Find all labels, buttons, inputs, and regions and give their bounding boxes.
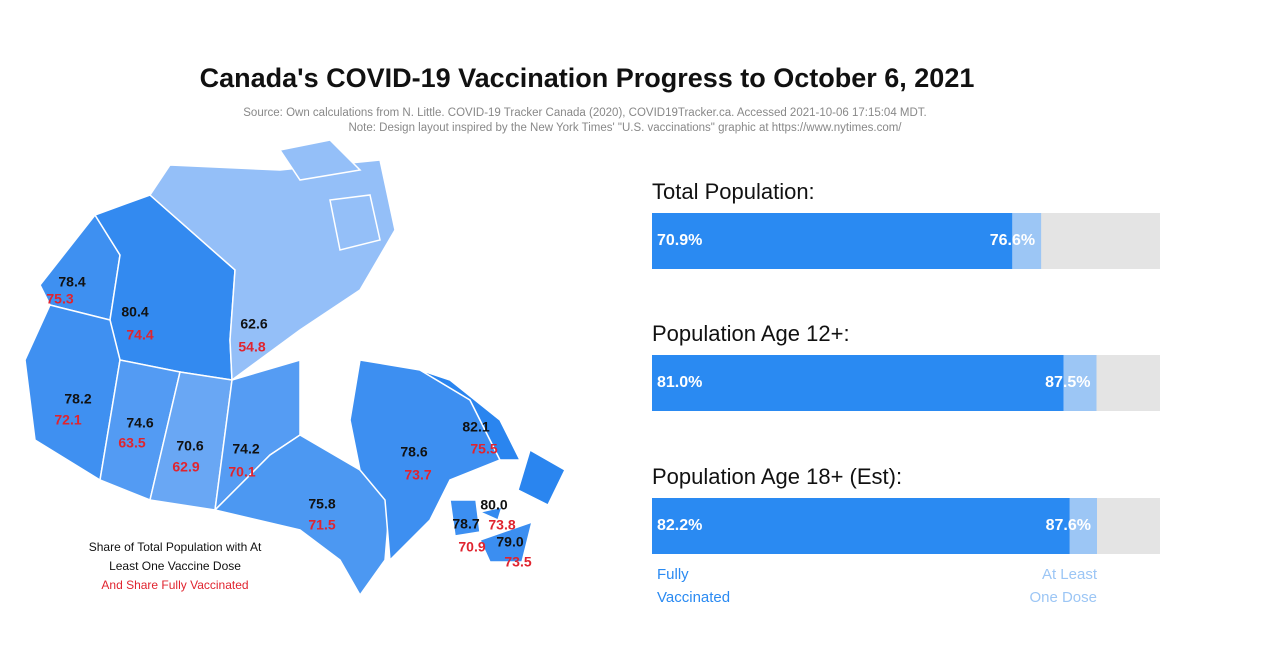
category-label: Population Age 12+: bbox=[652, 321, 850, 346]
one-dose-label: 75.8 bbox=[308, 496, 335, 512]
fully-label: 54.8 bbox=[238, 339, 265, 355]
province bbox=[329, 194, 381, 251]
fully-label: 73.5 bbox=[504, 554, 531, 570]
fully-label: 73.8 bbox=[488, 517, 515, 533]
one-dose-label: 78.4 bbox=[58, 274, 85, 290]
bar bbox=[652, 498, 1070, 554]
fully-label: 72.1 bbox=[54, 412, 81, 428]
one-dose-label: 74.2 bbox=[232, 441, 259, 457]
value-label: 87.6% bbox=[1046, 517, 1091, 534]
one-dose-label: 78.2 bbox=[64, 391, 91, 407]
value-label: 70.9% bbox=[657, 232, 702, 249]
bar bbox=[652, 213, 1013, 269]
province bbox=[478, 520, 534, 563]
value-label: 87.5% bbox=[1045, 374, 1090, 391]
fully-label: 71.5 bbox=[308, 517, 335, 533]
bar bbox=[652, 355, 1064, 411]
province bbox=[477, 505, 504, 522]
fully-label: 75.5 bbox=[470, 441, 497, 457]
bars: Total Population: 70.9% 76.6% Population Ag… bbox=[652, 179, 1160, 554]
one-dose-label: 82.1 bbox=[462, 419, 489, 435]
note: Note: Design layout inspired by the New … bbox=[348, 122, 902, 134]
map-legend-1: Share of Total Population with At Least … bbox=[88, 540, 262, 573]
fully-label: 74.4 bbox=[126, 327, 153, 343]
one-dose-label: 78.7 bbox=[452, 516, 479, 532]
one-dose-label: 74.6 bbox=[126, 415, 153, 431]
fully-label: 70.9 bbox=[458, 539, 485, 555]
one-dose-label: 80.0 bbox=[480, 497, 507, 513]
one-dose-label: 78.6 bbox=[400, 444, 427, 460]
province bbox=[278, 139, 362, 181]
category-label: Total Population: bbox=[652, 179, 815, 204]
province bbox=[449, 499, 481, 537]
map: 78.475.3 80.4 74.4 62.6 54.8 78.2 72.1 74.6 63.5… bbox=[24, 139, 566, 597]
chart-title: Canada's COVID-19 Vaccination Progress t… bbox=[200, 63, 975, 93]
one-dose-label: 62.6 bbox=[240, 316, 267, 332]
category-label: Population Age 18+ (Est): bbox=[652, 464, 902, 489]
source: Source: Own calculations from N. Little.… bbox=[243, 107, 927, 119]
province bbox=[419, 369, 522, 461]
map-legend-2: And Share Fully Vaccinated bbox=[101, 578, 249, 592]
legend-fully: Fully Vaccinated bbox=[657, 566, 731, 606]
value-label: 76.6% bbox=[990, 232, 1035, 249]
one-dose-label: 70.6 bbox=[176, 438, 203, 454]
fully-label: 73.7 bbox=[404, 467, 431, 483]
value-label: 82.2% bbox=[657, 517, 702, 534]
fully-label: 70.1 bbox=[228, 464, 255, 480]
fully-label: 62.9 bbox=[172, 459, 199, 475]
one-dose-label: 80.4 bbox=[121, 304, 148, 320]
fully-label: 63.5 bbox=[118, 435, 145, 451]
legend-one-dose: At Least One Dose bbox=[1029, 566, 1097, 606]
province bbox=[517, 448, 566, 507]
fully-label: 75.3 bbox=[46, 291, 73, 307]
value-label: 81.0% bbox=[657, 374, 702, 391]
one-dose-label: 79.0 bbox=[496, 534, 523, 550]
